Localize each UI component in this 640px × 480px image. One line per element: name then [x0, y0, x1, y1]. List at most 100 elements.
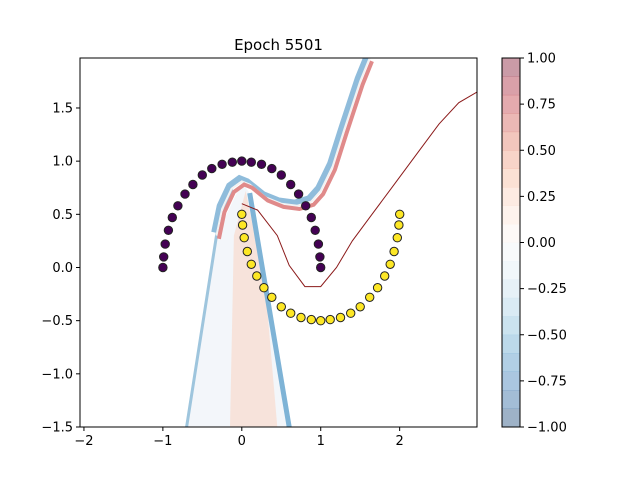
data-point-class-0	[237, 156, 247, 166]
data-point-class-0	[217, 159, 227, 170]
y-tick-label: −1.0	[41, 367, 73, 382]
data-point-class-0	[246, 157, 257, 167]
colorbar-level	[502, 58, 520, 77]
y-tick-label: 1.0	[52, 155, 73, 170]
data-point-class-0	[173, 201, 183, 211]
data-point-class-1	[259, 283, 269, 293]
series-0	[158, 156, 326, 273]
data-point-class-1	[296, 312, 306, 323]
data-point-class-1	[325, 314, 335, 325]
data-point-class-0	[159, 252, 169, 262]
series-1	[237, 209, 405, 326]
data-point-class-0	[188, 179, 198, 190]
colorbar-level	[502, 334, 520, 354]
wedge-red-band	[230, 190, 278, 427]
y-tick-label: 0.0	[52, 261, 73, 276]
data-point-class-0	[227, 157, 238, 167]
data-point-class-1	[389, 246, 399, 257]
colorbar-level	[502, 371, 520, 391]
x-tick-label: 1	[317, 434, 325, 449]
data-point-class-0	[276, 170, 286, 180]
wedge-right-edge	[247, 192, 292, 427]
data-point-class-1	[372, 283, 383, 293]
colorbar-tick-label: −0.75	[527, 374, 567, 389]
y-tick-label: 0.5	[52, 208, 73, 223]
data-point-class-0	[286, 179, 296, 190]
data-point-class-1	[242, 246, 253, 257]
colorbar-level	[502, 242, 520, 262]
colorbar-tick-label: 0.25	[527, 190, 556, 205]
data-point-class-1	[267, 292, 277, 302]
plot-frame	[79, 57, 478, 428]
data-point-class-1	[237, 209, 247, 220]
colorbar-level	[502, 76, 520, 96]
data-point-class-1	[239, 233, 249, 243]
data-point-class-0	[180, 189, 190, 199]
data-point-class-0	[316, 262, 326, 273]
data-point-class-0	[313, 239, 324, 249]
data-point-class-1	[316, 316, 326, 326]
x-tick-label: −2	[74, 434, 93, 449]
data-point-class-1	[346, 308, 356, 318]
data-point-class-1	[394, 220, 404, 230]
data-point-class-1	[246, 259, 257, 269]
colorbar-tick-label: −1.00	[527, 421, 567, 436]
colorbar-level	[502, 168, 520, 188]
colorbar-tick-label: 0.75	[527, 98, 556, 113]
secondary-boundary	[241, 91, 477, 288]
contour-zero-line	[215, 58, 371, 236]
data-point-class-0	[167, 212, 178, 223]
data-point-class-1	[286, 308, 296, 318]
data-point-class-0	[160, 239, 170, 249]
colorbar-tick-label: −0.50	[527, 328, 567, 343]
decision-surface	[185, 58, 477, 427]
colorbar-tick-label: 0.00	[527, 236, 556, 251]
data-point-class-0	[197, 170, 208, 180]
data-point-class-0	[315, 252, 325, 262]
colorbar-level	[502, 131, 520, 151]
y-axis: −1.5 −1.0 −0.5 0.0 0.5 1.0 1.5	[41, 101, 80, 436]
data-point-class-0	[163, 225, 174, 236]
colorbar-tick-label: −0.25	[527, 282, 567, 297]
data-point-class-0	[310, 225, 320, 236]
data-point-class-0	[256, 159, 267, 170]
y-tick-label: 1.5	[52, 101, 73, 116]
x-tick-label: −1	[153, 434, 172, 449]
colorbar-level	[502, 260, 520, 280]
colorbar-level	[502, 390, 520, 409]
data-point-class-1	[306, 314, 316, 325]
colorbar: 1.00 0.75 0.50 0.25 0.00 −0.25 −0.50 −0.75 −1.00	[501, 52, 567, 436]
data-point-class-1	[385, 259, 395, 269]
data-point-class-0	[293, 189, 304, 199]
colorbar-level	[502, 150, 520, 169]
colorbar-tick-label: 0.50	[527, 144, 556, 159]
data-point-class-1	[335, 312, 346, 323]
colorbar-level	[502, 187, 520, 206]
data-point-class-0	[306, 212, 316, 223]
colorbar-level	[502, 353, 520, 372]
data-point-class-0	[158, 262, 168, 273]
colorbar-tick-label: 1.00	[527, 52, 556, 67]
data-point-class-1	[237, 220, 248, 230]
data-point-class-1	[365, 292, 375, 302]
x-tick-label: 2	[396, 434, 404, 449]
contour-blue-band	[211, 58, 370, 234]
data-point-class-1	[392, 233, 402, 243]
y-tick-label: −1.5	[41, 421, 73, 436]
data-point-class-1	[252, 271, 262, 281]
data-point-class-1	[380, 271, 390, 281]
colorbar-level	[502, 113, 520, 133]
y-tick-label: −0.5	[41, 314, 73, 329]
colorbar-level	[502, 316, 520, 336]
data-point-class-1	[355, 302, 365, 312]
chart-title: Epoch 5501	[234, 36, 323, 54]
plot-area	[79, 57, 478, 428]
colorbar-level	[502, 408, 520, 428]
data-point-class-0	[207, 163, 217, 174]
colorbar-level	[502, 279, 520, 299]
colorbar-level	[502, 224, 520, 243]
data-point-class-0	[301, 201, 311, 211]
data-point-class-1	[276, 302, 286, 312]
data-point-class-1	[395, 209, 405, 220]
